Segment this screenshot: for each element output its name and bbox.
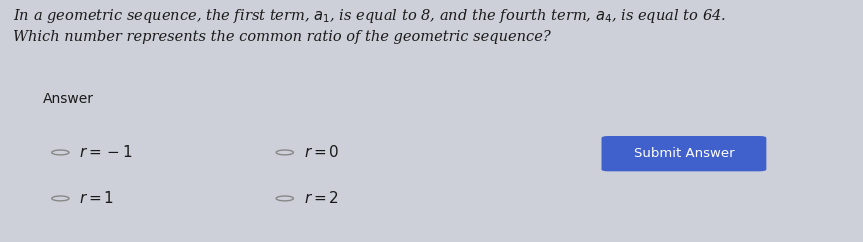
Text: Submit Answer: Submit Answer xyxy=(633,147,734,160)
Text: $r = 2$: $r = 2$ xyxy=(304,190,339,206)
FancyBboxPatch shape xyxy=(602,136,766,171)
Text: $r = 0$: $r = 0$ xyxy=(304,144,339,160)
Text: Answer: Answer xyxy=(43,92,94,106)
Text: $r = 1$: $r = 1$ xyxy=(79,190,115,206)
Text: $r = -1$: $r = -1$ xyxy=(79,144,134,160)
Text: In a geometric sequence, the first term, $a_1$, is equal to 8, and the fourth te: In a geometric sequence, the first term,… xyxy=(13,7,726,44)
